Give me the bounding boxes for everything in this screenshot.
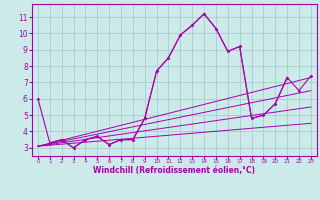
X-axis label: Windchill (Refroidissement éolien,°C): Windchill (Refroidissement éolien,°C) [93, 166, 255, 175]
